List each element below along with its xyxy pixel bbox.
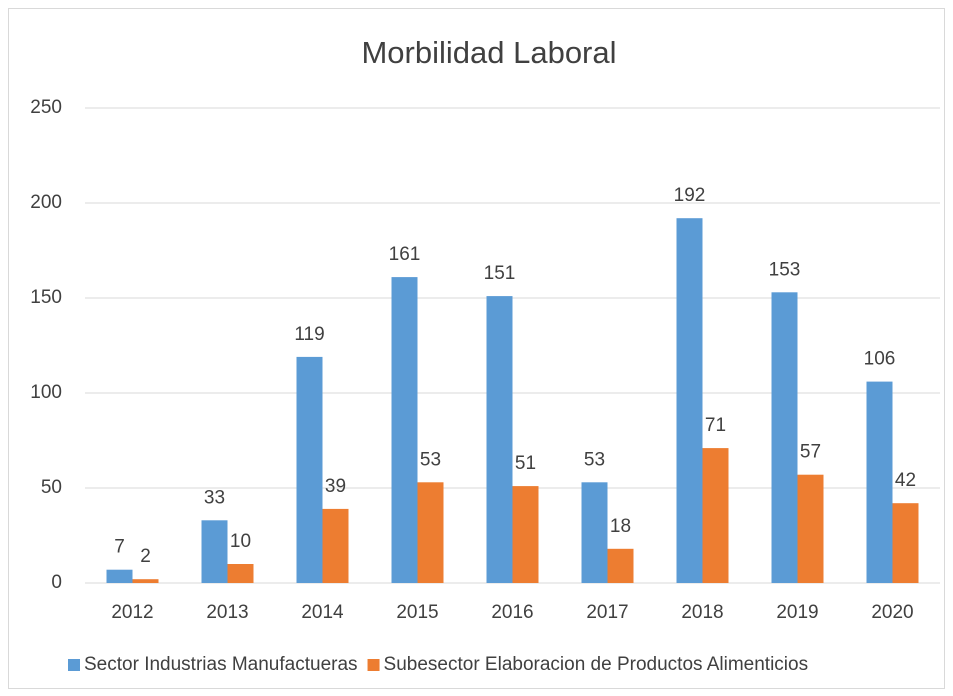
y-tick-label: 100 <box>30 382 62 403</box>
data-label: 106 <box>864 349 896 370</box>
data-label: 119 <box>294 324 324 345</box>
legend-label: Sector Industrias Manufactueras <box>84 654 358 675</box>
bar <box>702 448 729 583</box>
x-tick-label: 2016 <box>491 602 533 623</box>
x-tick-label: 2020 <box>871 602 913 623</box>
legend-swatch <box>68 659 80 671</box>
data-label: 153 <box>769 259 801 280</box>
bar <box>296 356 323 583</box>
data-label: 71 <box>705 415 726 436</box>
bar <box>417 482 444 583</box>
x-tick-label: 2012 <box>111 602 153 623</box>
data-label: 53 <box>584 449 605 470</box>
data-label: 151 <box>484 263 516 284</box>
x-tick-label: 2014 <box>301 602 344 623</box>
bar <box>607 548 634 583</box>
x-tick-label: 2019 <box>776 602 818 623</box>
bar <box>771 292 798 583</box>
bar <box>676 218 703 583</box>
data-label: 2 <box>140 546 151 567</box>
y-tick-label: 250 <box>30 97 62 118</box>
data-label: 33 <box>204 487 225 508</box>
bar <box>132 579 159 583</box>
data-label: 51 <box>515 453 536 474</box>
bar <box>892 503 919 583</box>
data-label: 53 <box>420 449 441 470</box>
bar <box>227 564 254 583</box>
bar <box>797 474 824 583</box>
x-tick-label: 2015 <box>396 602 438 623</box>
x-tick-label: 2013 <box>206 602 248 623</box>
bar <box>866 381 893 583</box>
bar <box>581 482 608 583</box>
chart-title: Morbilidad Laboral <box>361 35 616 70</box>
data-label: 7 <box>114 537 125 558</box>
bar <box>201 520 228 583</box>
data-label: 39 <box>325 476 346 497</box>
y-tick-label: 50 <box>41 477 62 498</box>
bar <box>486 296 513 583</box>
data-label: 42 <box>895 470 916 491</box>
data-label: 161 <box>389 244 421 265</box>
data-label: 57 <box>800 442 821 463</box>
bar <box>512 486 539 583</box>
legend-label: Subesector Elaboracion de Productos Alim… <box>384 654 809 675</box>
data-label: 192 <box>674 185 706 206</box>
bar <box>106 569 133 583</box>
chart-border <box>8 8 945 689</box>
legend-swatch <box>367 659 380 671</box>
y-tick-label: 150 <box>30 287 62 308</box>
data-label: 10 <box>230 531 251 552</box>
bar <box>391 277 418 583</box>
y-tick-label: 200 <box>30 192 62 213</box>
bar <box>322 508 349 583</box>
y-tick-label: 0 <box>51 572 62 593</box>
x-tick-label: 2017 <box>586 602 628 623</box>
data-label: 18 <box>610 516 631 537</box>
x-tick-label: 2018 <box>681 602 723 623</box>
